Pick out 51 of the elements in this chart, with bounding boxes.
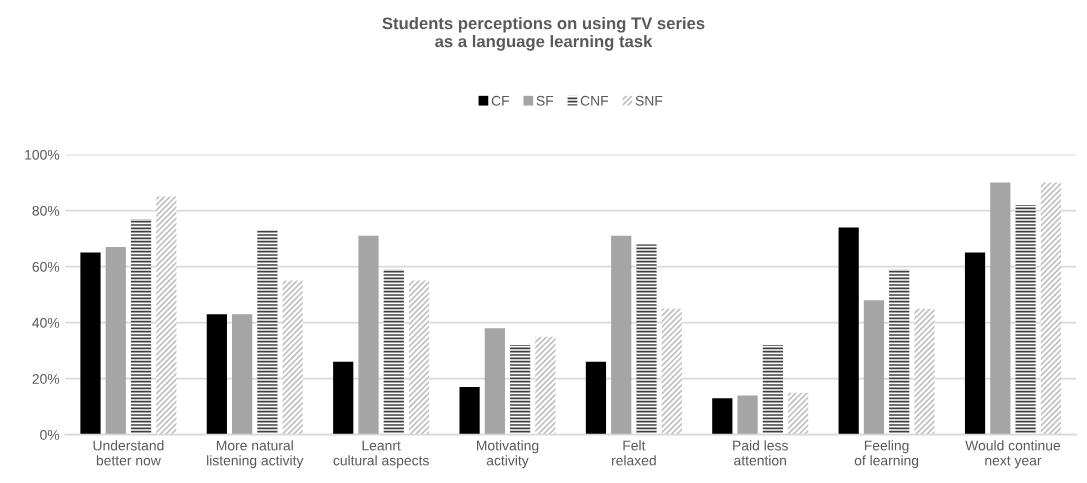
- bar: [611, 235, 632, 435]
- legend-label: SNF: [635, 95, 663, 106]
- bar: [914, 308, 935, 435]
- bar: [459, 387, 480, 435]
- x-tick-label: Would continue next year: [965, 440, 1061, 469]
- legend-label: CNF: [580, 95, 609, 106]
- bar: [990, 182, 1011, 435]
- bar: [156, 196, 177, 435]
- x-tick-label: Understand better now: [93, 440, 164, 466]
- bar: [358, 235, 379, 435]
- bar: [257, 230, 278, 435]
- bar: [585, 361, 607, 435]
- x-tick-label: Feeling of learning: [854, 440, 919, 469]
- y-tick-label: 100%: [25, 149, 60, 160]
- x-tick-label: Paid less attention: [733, 440, 788, 466]
- bar: [889, 269, 910, 435]
- y-tick-label: 0%: [40, 430, 60, 440]
- bar: [206, 314, 227, 435]
- x-tick-label: Motivating activity: [476, 440, 539, 469]
- y-tick-label: 80%: [32, 205, 60, 216]
- bar: [484, 328, 505, 435]
- bar: [383, 269, 404, 435]
- bar: [408, 280, 430, 435]
- bar: [1015, 204, 1036, 435]
- bar: [510, 345, 531, 435]
- legend-label: CF: [491, 95, 510, 106]
- bar: [333, 361, 354, 435]
- bar: [762, 345, 783, 435]
- y-tick-label: 40%: [32, 317, 60, 328]
- bar: [661, 308, 682, 435]
- bar: [788, 392, 809, 435]
- bar: [1040, 182, 1061, 435]
- x-tick-label: More natural listening activity: [207, 440, 304, 469]
- bar: [838, 227, 859, 435]
- bar: [80, 252, 101, 435]
- y-tick-label: 60%: [32, 261, 60, 272]
- bar: [636, 244, 657, 435]
- bar: [863, 300, 885, 435]
- chart-title: Students perceptions on using TV series as a language learning task: [382, 16, 705, 51]
- y-tick-label: 20%: [32, 374, 60, 384]
- bar: [712, 398, 733, 435]
- bar: [130, 218, 152, 435]
- bar: [964, 252, 986, 435]
- bar: [232, 314, 253, 435]
- x-tick-label: Leanrt cultural aspects: [333, 440, 429, 469]
- bar: [282, 280, 303, 435]
- legend-label: SF: [536, 95, 554, 106]
- x-tick-label: Felt relaxed: [612, 440, 656, 466]
- bar: [535, 336, 556, 435]
- bar: [737, 395, 758, 435]
- bar: [105, 247, 126, 435]
